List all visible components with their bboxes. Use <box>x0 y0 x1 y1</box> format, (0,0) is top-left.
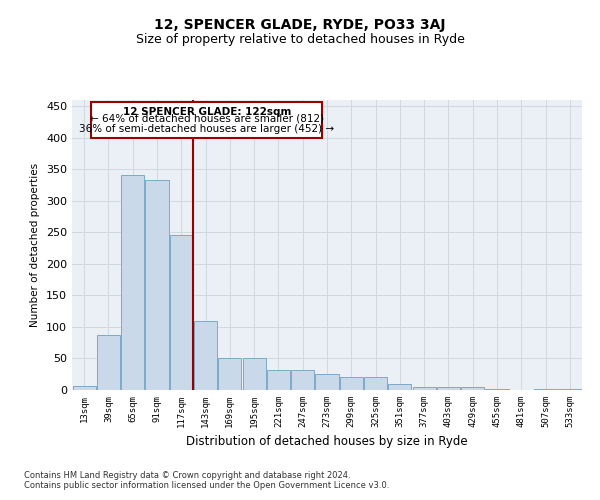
Bar <box>218 358 241 390</box>
Text: Size of property relative to detached houses in Ryde: Size of property relative to detached ho… <box>136 32 464 46</box>
Y-axis label: Number of detached properties: Number of detached properties <box>31 163 40 327</box>
Text: 12, SPENCER GLADE, RYDE, PO33 3AJ: 12, SPENCER GLADE, RYDE, PO33 3AJ <box>154 18 446 32</box>
Bar <box>461 387 484 390</box>
Bar <box>73 386 95 390</box>
Bar <box>485 388 509 390</box>
Bar <box>413 387 436 390</box>
Text: 36% of semi-detached houses are larger (452) →: 36% of semi-detached houses are larger (… <box>79 124 334 134</box>
Text: ← 64% of detached houses are smaller (812): ← 64% of detached houses are smaller (81… <box>90 114 324 124</box>
Bar <box>121 175 144 390</box>
Bar <box>559 388 581 390</box>
Text: Contains HM Land Registry data © Crown copyright and database right 2024.: Contains HM Land Registry data © Crown c… <box>24 470 350 480</box>
Bar <box>97 334 120 390</box>
Bar <box>316 374 338 390</box>
Bar <box>340 378 363 390</box>
Bar <box>242 358 266 390</box>
Bar <box>437 387 460 390</box>
Bar <box>291 370 314 390</box>
Bar <box>170 235 193 390</box>
Bar <box>364 378 387 390</box>
Bar <box>534 388 557 390</box>
Bar <box>388 384 412 390</box>
X-axis label: Distribution of detached houses by size in Ryde: Distribution of detached houses by size … <box>186 436 468 448</box>
FancyBboxPatch shape <box>91 102 322 138</box>
Bar <box>267 370 290 390</box>
Bar <box>194 320 217 390</box>
Bar <box>145 180 169 390</box>
Text: Contains public sector information licensed under the Open Government Licence v3: Contains public sector information licen… <box>24 480 389 490</box>
Text: 12 SPENCER GLADE: 122sqm: 12 SPENCER GLADE: 122sqm <box>122 107 291 117</box>
